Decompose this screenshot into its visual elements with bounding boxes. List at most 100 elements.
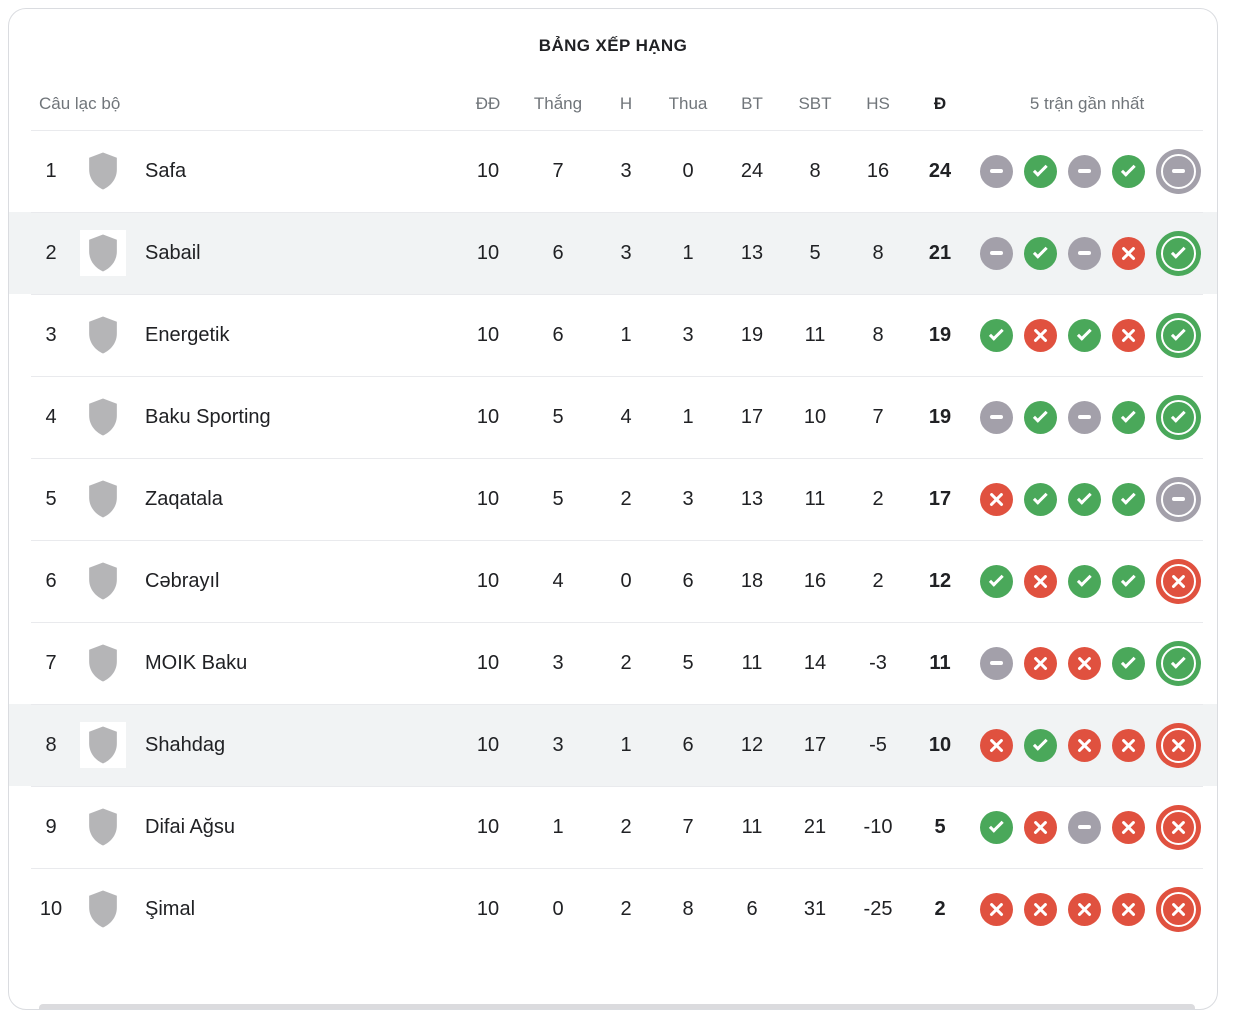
table-row[interactable]: 2 Sabail 10 6 3 1 13 5 8 21 [9,212,1217,294]
stat-draws: 1 [620,733,632,756]
stat-draws: 1 [620,323,632,346]
stat-played: 10 [476,569,500,592]
team-badge [71,394,135,440]
stat-goals-against: 11 [804,487,826,510]
stat-goals-against: 16 [803,569,827,592]
stat-losses: 8 [682,897,694,920]
badge-background [80,476,126,522]
form-indicators [971,230,1203,276]
form-loss-icon [1156,558,1201,604]
badge-background [80,640,126,686]
header-club: Câu lạc bộ [39,94,121,113]
stat-wins: 4 [552,569,564,592]
form-loss-icon [1024,810,1057,844]
shield-icon [89,562,117,600]
stat-wins: 6 [552,241,564,264]
rank: 2 [45,241,57,264]
team-name: Energetik [145,323,230,346]
table-row[interactable]: 1 Safa 10 7 3 0 24 8 16 24 [9,130,1217,212]
table-row[interactable]: 6 Cəbrayıl 10 4 0 6 18 16 2 12 [9,540,1217,622]
team-name: Sabail [145,241,201,264]
form-loss-icon [1112,892,1145,926]
stat-goals-for: 12 [740,733,764,756]
form-loss-icon [1112,810,1145,844]
badge-background [80,148,126,194]
stat-goals-against: 5 [809,241,821,264]
form-win-icon [980,318,1013,352]
team-badge [71,640,135,686]
team-name: Difai Ağsu [145,815,236,838]
stat-points: 11 [929,651,951,674]
stat-goals-against: 10 [803,405,827,428]
stat-goals-for: 13 [740,241,764,264]
table-row[interactable]: 4 Baku Sporting 10 5 4 1 17 10 7 19 [9,376,1217,458]
stat-goal-diff: -10 [863,815,893,838]
standings-body: 1 Safa 10 7 3 0 24 8 16 24 2 Sabail 10 [9,130,1217,950]
form-win-icon [1024,154,1057,188]
stat-goals-for: 6 [746,897,758,920]
header-points: Đ [933,94,947,113]
stat-played: 10 [476,733,500,756]
form-win-icon [1068,564,1101,598]
stat-goals-for: 18 [740,569,764,592]
header-goals-against: SBT [798,94,832,113]
form-win-icon [1112,400,1145,434]
stat-played: 10 [476,241,500,264]
stat-losses: 6 [682,569,694,592]
header-played: ĐĐ [475,94,501,113]
team-name: Şimal [145,897,196,920]
form-indicators [971,886,1203,932]
rank: 5 [45,487,57,510]
form-win-icon [1112,154,1145,188]
shield-icon [89,234,117,272]
stat-goal-diff: -25 [863,897,893,920]
form-indicators [971,722,1203,768]
standings-header-row: Câu lạc bộ ĐĐ Thắng H Thua BT SBT HS Đ 5… [9,78,1217,130]
shield-icon [89,316,117,354]
stat-goals-for: 17 [740,405,764,428]
table-row[interactable]: 10 Şimal 10 0 2 8 6 31 -25 2 [9,868,1217,950]
rank: 6 [45,569,57,592]
rank: 4 [45,405,57,428]
stat-played: 10 [476,405,500,428]
form-win-icon [1068,482,1101,516]
table-row[interactable]: 7 MOIK Baku 10 3 2 5 11 14 -3 11 [9,622,1217,704]
rank: 10 [39,897,63,920]
form-win-icon [1112,646,1145,680]
table-row[interactable]: 8 Shahdag 10 3 1 6 12 17 -5 10 [9,704,1217,786]
table-row[interactable]: 9 Difai Ağsu 10 1 2 7 11 21 -10 5 [9,786,1217,868]
badge-background [80,886,126,932]
form-indicators [971,476,1203,522]
form-win-icon [1024,236,1057,270]
table-row[interactable]: 5 Zaqatala 10 5 2 3 13 11 2 17 [9,458,1217,540]
form-draw-icon [1068,810,1101,844]
form-draw-icon [1156,476,1201,522]
stat-goals-against: 8 [809,159,821,182]
header-draws: H [619,94,633,113]
stat-points: 21 [928,241,952,264]
stat-goals-for: 11 [741,815,763,838]
team-badge [71,886,135,932]
form-draw-icon [1068,400,1101,434]
form-loss-icon [1068,728,1101,762]
stat-goals-for: 11 [741,651,763,674]
form-win-icon [980,564,1013,598]
stat-goals-against: 11 [804,323,826,346]
stat-goal-diff: -5 [869,733,887,756]
stat-points: 19 [928,405,952,428]
stat-wins: 6 [552,323,564,346]
shield-icon [89,398,117,436]
next-card-top-edge [39,1004,1195,1009]
form-win-icon [1068,318,1101,352]
badge-background [80,394,126,440]
stat-wins: 3 [552,651,564,674]
team-name: Shahdag [145,733,226,756]
stat-draws: 2 [620,487,632,510]
stat-draws: 2 [620,651,632,674]
stat-wins: 0 [552,897,564,920]
table-row[interactable]: 3 Energetik 10 6 1 3 19 11 8 19 [9,294,1217,376]
stat-points: 19 [928,323,952,346]
stat-losses: 6 [682,733,694,756]
form-indicators [971,312,1203,358]
stat-goal-diff: 8 [872,323,884,346]
